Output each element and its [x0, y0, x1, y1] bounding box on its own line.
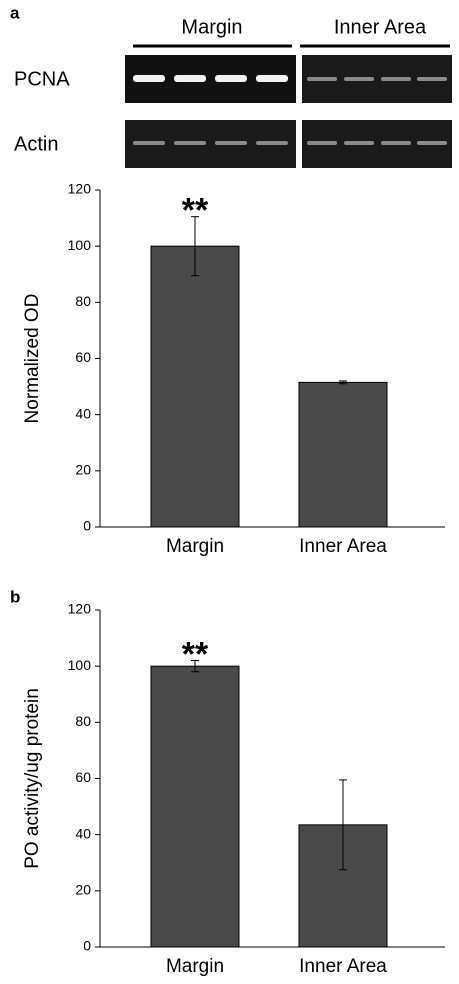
y-tick-label: 20 [75, 882, 91, 898]
y-tick-label: 100 [68, 657, 92, 673]
y-tick-label: 120 [68, 601, 92, 617]
y-tick-label: 40 [75, 825, 91, 841]
y-tick-label: 100 [68, 237, 92, 253]
y-tick-label: 80 [75, 713, 91, 729]
y-tick-label: 120 [68, 181, 92, 197]
y-tick-label: 20 [75, 462, 91, 478]
y-tick-label: 0 [83, 518, 91, 534]
significance-label: ** [182, 192, 209, 230]
y-tick-label: 60 [75, 769, 91, 785]
y-tick-label: 60 [75, 349, 91, 365]
bar [151, 246, 239, 527]
gel-row-label: Actin [14, 133, 58, 155]
y-tick-label: 80 [75, 293, 91, 309]
significance-label: ** [182, 636, 209, 674]
panel-label: b [10, 587, 20, 606]
x-tick-label: Inner Area [299, 956, 387, 977]
gel-group-label: Inner Area [334, 16, 427, 38]
figure: a Margin Inner Area PCNA Actin Normalize… [0, 0, 459, 984]
x-tick-label: Inner Area [299, 536, 387, 557]
gel-row-label: PCNA [14, 68, 70, 90]
y-axis-title: Normalized OD [22, 294, 43, 424]
bar [151, 666, 239, 947]
gel-image [125, 55, 452, 168]
y-tick-label: 40 [75, 405, 91, 421]
gel-group-label: Margin [181, 16, 242, 38]
bar [299, 382, 387, 527]
x-tick-label: Margin [166, 956, 224, 977]
y-tick-label: 0 [83, 938, 91, 954]
y-axis-title: PO activity/ug protein [22, 688, 43, 869]
x-tick-label: Margin [166, 536, 224, 557]
panel-label: a [10, 3, 20, 22]
page: a Margin Inner Area PCNA Actin Normalize… [0, 0, 459, 984]
